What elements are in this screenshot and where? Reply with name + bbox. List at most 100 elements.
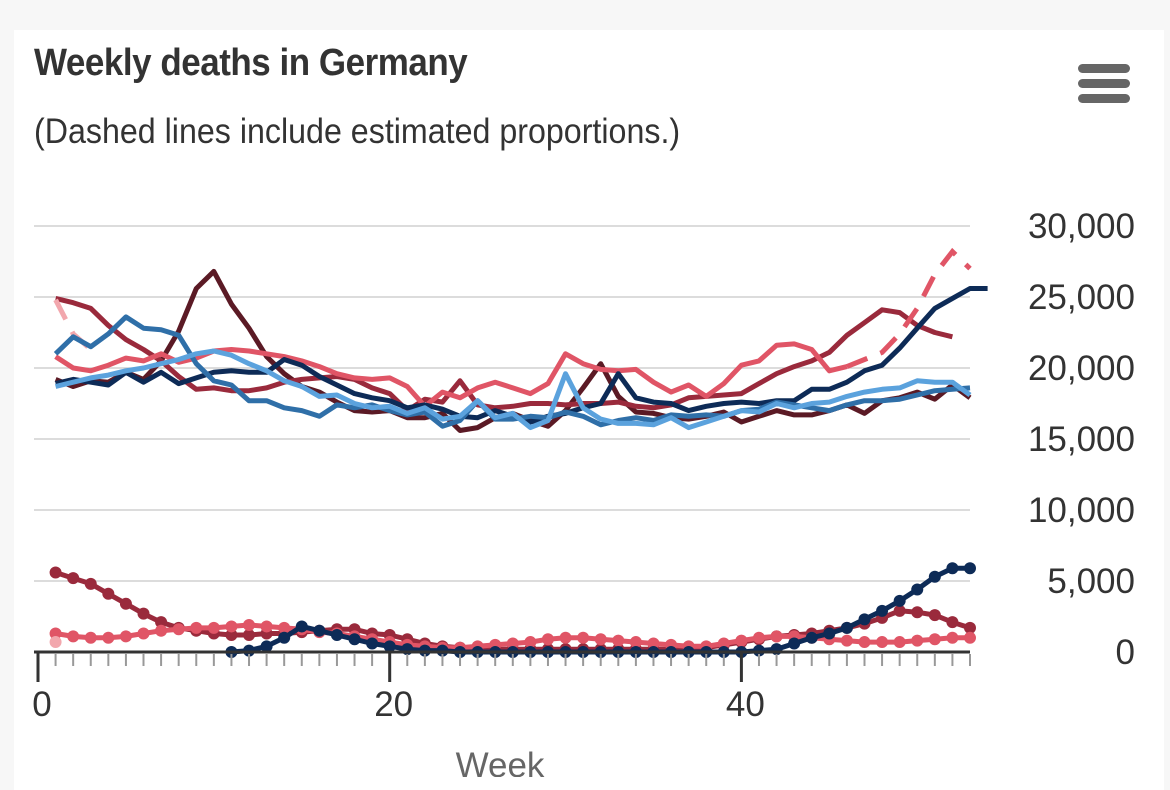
data-point	[946, 616, 959, 629]
data-point	[278, 621, 291, 634]
data-point	[348, 633, 361, 646]
chart-title: Weekly deaths in Germany	[34, 42, 468, 84]
data-point	[366, 637, 379, 650]
data-point	[84, 577, 97, 590]
x-axis-label: Week	[456, 746, 545, 777]
data-point	[383, 640, 396, 653]
data-point	[260, 620, 273, 633]
data-point	[49, 636, 62, 649]
data-point	[207, 621, 220, 634]
data-point	[911, 634, 924, 647]
data-point	[946, 631, 959, 644]
data-point	[84, 631, 97, 644]
data-point	[225, 620, 238, 633]
series-line	[54, 341, 848, 409]
data-point	[964, 562, 976, 575]
data-point	[243, 619, 256, 632]
y-tick-label: 30,000	[1028, 207, 1135, 246]
data-point	[278, 631, 291, 644]
y-tick-label: 0	[1116, 633, 1135, 672]
y-tick-label: 5,000	[1047, 562, 1135, 601]
menu-bar	[1078, 79, 1130, 88]
x-tick-label: 0	[32, 685, 51, 724]
data-point	[102, 631, 115, 644]
data-point	[260, 640, 273, 653]
data-point	[577, 631, 590, 644]
data-point	[752, 631, 765, 644]
series-coral	[54, 247, 972, 409]
data-point	[928, 570, 941, 583]
data-point	[119, 630, 132, 643]
data-point	[964, 621, 976, 634]
data-point	[155, 624, 168, 637]
chart-subtitle: (Dashed lines include estimated proporti…	[34, 112, 681, 151]
data-point	[137, 607, 150, 620]
series-line	[55, 348, 972, 431]
data-point	[840, 621, 853, 634]
data-point	[102, 587, 115, 600]
data-point	[190, 621, 203, 634]
y-tick-label: 20,000	[1028, 349, 1135, 388]
x-tick-label: 40	[726, 685, 765, 724]
series-covid-light-pink	[49, 636, 62, 649]
data-point	[541, 633, 554, 646]
data-point	[49, 566, 62, 579]
series-group	[49, 247, 988, 658]
data-point	[243, 628, 256, 641]
data-point	[876, 604, 889, 617]
data-point	[225, 628, 238, 641]
data-point	[155, 616, 168, 629]
data-point	[612, 634, 625, 647]
data-point	[594, 633, 607, 646]
menu-bar	[1078, 64, 1130, 73]
series-mid-blue	[53, 314, 971, 429]
data-point	[928, 609, 941, 622]
data-point	[647, 637, 660, 650]
data-point	[137, 627, 150, 640]
data-point	[893, 594, 906, 607]
data-point	[313, 624, 326, 637]
data-point	[805, 631, 818, 644]
y-tick-label: 15,000	[1028, 420, 1135, 459]
data-point	[172, 623, 185, 636]
data-point	[911, 606, 924, 619]
series-light-blue	[55, 348, 972, 431]
data-point	[858, 636, 871, 649]
data-point	[67, 572, 80, 585]
data-point	[893, 604, 906, 617]
x-axis: 0 20 40	[32, 650, 971, 724]
data-point	[858, 613, 871, 626]
data-point	[788, 637, 801, 650]
data-point	[295, 620, 308, 633]
series-dark-red	[55, 295, 953, 414]
data-point	[911, 583, 924, 596]
hamburger-menu-icon[interactable]	[1078, 64, 1130, 104]
data-point	[823, 627, 836, 640]
series-line	[53, 314, 971, 429]
data-point	[770, 630, 783, 643]
data-point	[506, 637, 519, 650]
data-point	[717, 637, 730, 650]
series-line	[55, 295, 953, 414]
y-axis: 0 5,000 10,000 15,000 20,000 25,000 30,000	[1028, 207, 1135, 672]
data-point	[964, 631, 976, 644]
data-point	[735, 634, 748, 647]
data-point	[876, 636, 889, 649]
data-point	[524, 636, 537, 649]
y-tick-label: 25,000	[1028, 278, 1135, 317]
x-tick-label: 20	[374, 685, 413, 724]
data-point	[67, 630, 80, 643]
gridlines	[34, 225, 970, 582]
data-point	[946, 562, 959, 575]
data-point	[49, 627, 62, 640]
data-point	[119, 597, 132, 610]
series-line-dashed	[845, 247, 972, 369]
data-point	[840, 634, 853, 647]
menu-bar	[1078, 94, 1130, 103]
y-tick-label: 10,000	[1028, 491, 1135, 530]
data-point	[928, 633, 941, 646]
data-point	[893, 636, 906, 649]
data-point	[330, 628, 343, 641]
data-point	[629, 636, 642, 649]
